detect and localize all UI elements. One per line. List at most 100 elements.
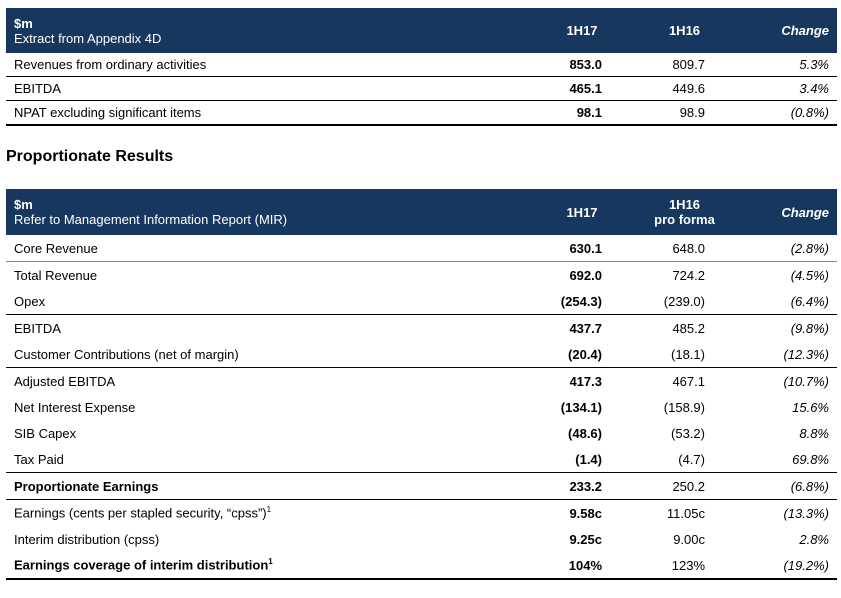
table-row: EBITDA 437.7 485.2 (9.8%) bbox=[6, 315, 837, 342]
value-1h17: 692.0 bbox=[569, 267, 602, 283]
table-row: EBITDA 465.1 449.6 3.4% bbox=[6, 76, 837, 101]
row-label: Tax Paid bbox=[6, 446, 532, 473]
table-header: $m Extract from Appendix 4D 1H17 1H16 Ch… bbox=[6, 8, 837, 53]
row-label-cell: Earnings (cents per stapled security, “c… bbox=[6, 500, 532, 527]
row-label: NPAT excluding significant items bbox=[6, 100, 532, 126]
value-1h17: (254.3) bbox=[532, 288, 632, 315]
value-change: 2.8% bbox=[799, 531, 829, 547]
header-subtitle: Refer to Management Information Report (… bbox=[14, 212, 288, 227]
value-1h16: 11.05c bbox=[666, 505, 705, 521]
col-header-1h16: 1H16 bbox=[632, 8, 737, 53]
value-1h17: (20.4) bbox=[532, 341, 632, 368]
value-change: (6.8%) bbox=[737, 472, 837, 500]
row-label: Customer Contributions (net of margin) bbox=[6, 341, 532, 368]
table-row: SIB Capex (48.6) (53.2) 8.8% bbox=[6, 420, 837, 446]
unit-label: $m bbox=[14, 15, 33, 31]
value-1h16: 123% bbox=[632, 552, 737, 580]
col-header-1h17: 1H17 bbox=[532, 8, 632, 53]
value-1h16: 724.2 bbox=[672, 267, 705, 283]
value-change: (12.3%) bbox=[737, 341, 837, 368]
value-1h16: (158.9) bbox=[663, 399, 705, 415]
value-1h16: (239.0) bbox=[632, 288, 737, 315]
value-1h16: (53.2) bbox=[671, 425, 705, 441]
col-header-1h17: 1H17 bbox=[532, 189, 632, 235]
row-label: Net Interest Expense bbox=[14, 399, 136, 415]
table-row: Core Revenue 630.1 648.0 (2.8%) bbox=[6, 235, 837, 262]
header-label-cell: $m Refer to Management Information Repor… bbox=[6, 189, 532, 235]
row-label: EBITDA bbox=[14, 320, 61, 336]
row-label: Total Revenue bbox=[14, 267, 98, 283]
value-1h17: 9.25c bbox=[569, 531, 602, 547]
value-1h16: 250.2 bbox=[632, 472, 737, 500]
value-change: (19.2%) bbox=[737, 552, 837, 580]
value-1h17: 630.1 bbox=[532, 235, 632, 262]
row-label: SIB Capex bbox=[14, 425, 77, 441]
table-row: Customer Contributions (net of margin) (… bbox=[6, 341, 837, 368]
row-label: Earnings coverage of interim distributio… bbox=[14, 557, 269, 573]
value-1h16: (4.7) bbox=[632, 446, 737, 473]
value-1h16: 485.2 bbox=[672, 320, 705, 336]
value-1h17: 437.7 bbox=[569, 320, 602, 336]
value-1h16: 449.6 bbox=[632, 76, 737, 101]
value-1h17: 853.0 bbox=[532, 53, 632, 77]
table-row: Total Revenue 692.0 724.2 (4.5%) bbox=[6, 262, 837, 289]
value-1h16: 809.7 bbox=[632, 53, 737, 77]
value-1h17: 104% bbox=[532, 552, 632, 580]
section-title: Proportionate Results bbox=[6, 148, 174, 165]
table-row: Adjusted EBITDA 417.3 467.1 (10.7%) bbox=[6, 368, 837, 395]
table-row: Earnings (cents per stapled security, “c… bbox=[6, 500, 837, 527]
row-label: EBITDA bbox=[6, 76, 532, 101]
value-1h17: (48.6) bbox=[568, 425, 602, 441]
table-row: Revenues from ordinary activities 853.0 … bbox=[6, 53, 837, 77]
proportionate-results-table: $m Refer to Management Information Repor… bbox=[6, 189, 837, 580]
table-row: Earnings coverage of interim distributio… bbox=[6, 552, 837, 580]
row-label: Proportionate Earnings bbox=[6, 472, 532, 500]
value-change: 15.6% bbox=[792, 399, 829, 415]
table-row: Opex (254.3) (239.0) (6.4%) bbox=[6, 288, 837, 315]
value-1h16: 9.00c bbox=[673, 531, 705, 547]
unit-label: $m bbox=[14, 197, 33, 212]
footnote-marker: 1 bbox=[268, 557, 273, 567]
value-1h16: (18.1) bbox=[632, 341, 737, 368]
table-row: Tax Paid (1.4) (4.7) 69.8% bbox=[6, 446, 837, 473]
footnote-marker: 1 bbox=[266, 505, 272, 515]
table-row: NPAT excluding significant items 98.1 98… bbox=[6, 100, 837, 126]
value-1h17: 98.1 bbox=[532, 100, 632, 126]
value-change: (2.8%) bbox=[737, 235, 837, 262]
table-header: $m Refer to Management Information Repor… bbox=[6, 189, 837, 235]
value-1h16: 648.0 bbox=[632, 235, 737, 262]
value-change: 69.8% bbox=[737, 446, 837, 473]
value-1h17: 9.58c bbox=[569, 505, 602, 521]
table-row: Net Interest Expense (134.1) (158.9) 15.… bbox=[6, 394, 837, 420]
header-label-cell: $m Extract from Appendix 4D bbox=[6, 8, 532, 53]
col-header-change: Change bbox=[737, 189, 837, 235]
value-1h17: (1.4) bbox=[532, 446, 632, 473]
value-1h17: 233.2 bbox=[532, 472, 632, 500]
col-header-1h16-pro-forma: 1H16 pro forma bbox=[632, 189, 737, 235]
table-row: Interim distribution (cpss) 9.25c 9.00c … bbox=[6, 526, 837, 552]
appendix-4d-table: $m Extract from Appendix 4D 1H17 1H16 Ch… bbox=[6, 8, 837, 126]
table-row: Proportionate Earnings 233.2 250.2 (6.8%… bbox=[6, 472, 837, 500]
value-change: 5.3% bbox=[737, 53, 837, 77]
col-header-1h16: 1H16 bbox=[668, 197, 701, 212]
value-change: (0.8%) bbox=[737, 100, 837, 126]
value-change: (6.4%) bbox=[737, 288, 837, 315]
row-label-cell: Earnings coverage of interim distributio… bbox=[6, 552, 532, 580]
row-label: Adjusted EBITDA bbox=[14, 373, 116, 389]
row-label: Earnings (cents per stapled security, “c… bbox=[14, 505, 267, 521]
value-1h17: (134.1) bbox=[560, 399, 602, 415]
row-label: Revenues from ordinary activities bbox=[6, 53, 532, 77]
value-change: 8.8% bbox=[799, 425, 829, 441]
value-1h17: 417.3 bbox=[569, 373, 602, 389]
header-subtitle: Extract from Appendix 4D bbox=[14, 30, 162, 46]
value-1h16: 98.9 bbox=[632, 100, 737, 126]
col-header-pro-forma: pro forma bbox=[654, 212, 715, 227]
value-change: (13.3%) bbox=[783, 505, 829, 521]
value-change: (10.7%) bbox=[783, 373, 829, 389]
value-change: 3.4% bbox=[737, 76, 837, 101]
value-1h16: 467.1 bbox=[672, 373, 705, 389]
value-change: (9.8%) bbox=[790, 320, 829, 336]
row-label: Interim distribution (cpss) bbox=[14, 531, 160, 547]
value-change: (4.5%) bbox=[790, 267, 829, 283]
value-1h17: 465.1 bbox=[532, 76, 632, 101]
